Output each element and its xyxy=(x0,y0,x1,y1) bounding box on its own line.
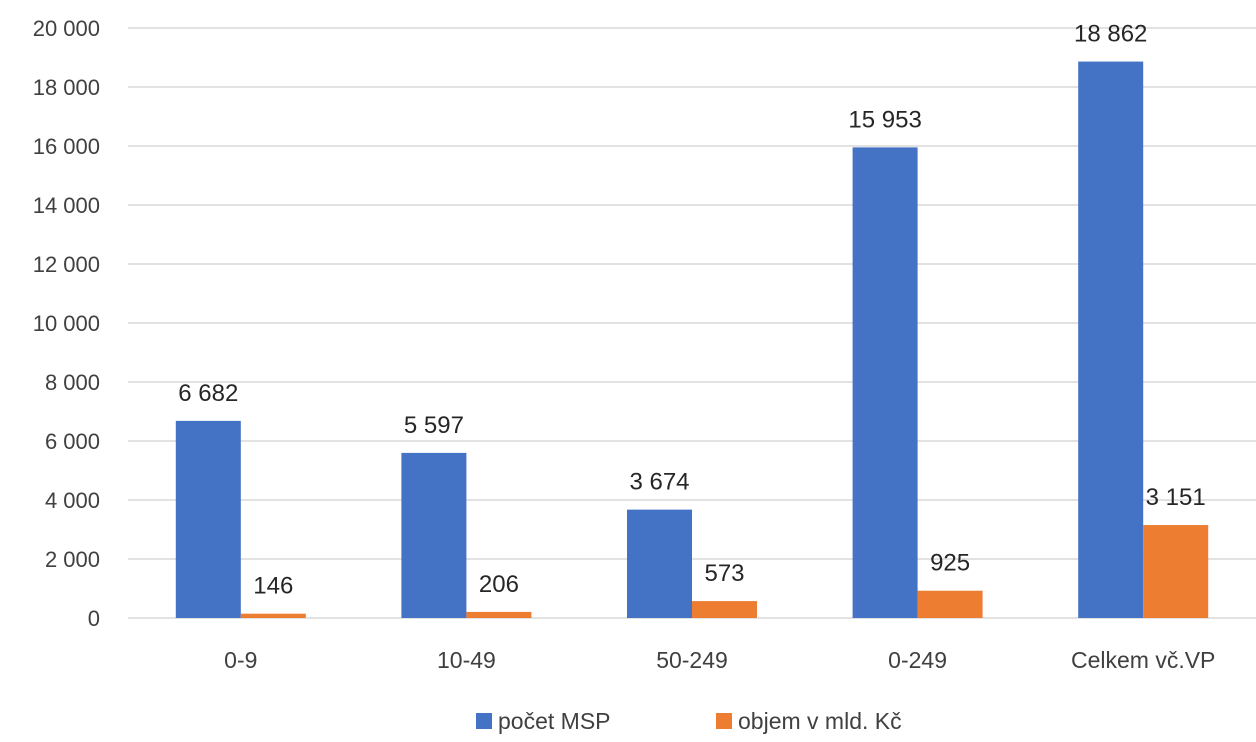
y-tick-label: 2 000 xyxy=(45,547,100,572)
y-tick-label: 16 000 xyxy=(33,134,100,159)
bar-pocet-msp xyxy=(175,420,241,618)
data-label: 206 xyxy=(479,571,519,598)
legend-label: objem v mld. Kč xyxy=(738,708,902,734)
y-tick-label: 20 000 xyxy=(33,16,100,41)
bar-pocet-msp xyxy=(852,147,918,618)
x-category-label: Celkem vč.VP xyxy=(1071,647,1215,673)
bar-objem xyxy=(240,613,306,618)
data-labels: 6 682 146 5 597 206 3 674 573 15 953 925 18 862 3… xyxy=(178,21,1205,600)
data-label: 3 674 xyxy=(629,469,689,496)
bar-objem xyxy=(1143,525,1209,618)
y-tick-label: 8 000 xyxy=(45,370,100,395)
y-tick-label: 0 xyxy=(88,606,100,631)
data-label: 925 xyxy=(930,550,970,577)
data-label: 3 151 xyxy=(1146,484,1206,511)
y-tick-label: 14 000 xyxy=(33,193,100,218)
bar-pocet-msp xyxy=(401,452,467,618)
y-tick-label: 18 000 xyxy=(33,75,100,100)
legend-swatch xyxy=(476,713,492,729)
data-label: 573 xyxy=(704,560,744,587)
legend-swatch xyxy=(716,713,732,729)
y-tick-label: 10 000 xyxy=(33,311,100,336)
data-label: 6 682 xyxy=(178,380,238,407)
gridlines xyxy=(128,27,1256,619)
x-axis-categories: 0-9 10-49 50-249 0-249 Celkem vč.VP xyxy=(224,647,1215,673)
x-category-label: 0-9 xyxy=(224,647,257,673)
x-category-label: 10-49 xyxy=(437,647,496,673)
data-label: 146 xyxy=(253,573,293,600)
bar-objem xyxy=(692,601,757,618)
data-label: 15 953 xyxy=(848,106,921,133)
data-label: 18 862 xyxy=(1074,21,1147,48)
y-tick-label: 6 000 xyxy=(45,429,100,454)
bar-pocet-msp xyxy=(627,509,692,618)
data-label: 5 597 xyxy=(404,412,464,439)
y-axis-ticks: 0 2 000 4 000 6 000 8 000 10 000 12 000 14 000 1… xyxy=(33,16,100,631)
bar-objem xyxy=(917,590,983,618)
y-tick-label: 12 000 xyxy=(33,252,100,277)
legend-label: počet MSP xyxy=(498,708,611,734)
y-tick-label: 4 000 xyxy=(45,488,100,513)
bar-objem xyxy=(466,611,532,618)
bars xyxy=(175,61,1209,619)
x-category-label: 0-249 xyxy=(888,647,947,673)
x-category-label: 50-249 xyxy=(656,647,728,673)
legend: počet MSP objem v mld. Kč xyxy=(476,708,902,734)
bar-pocet-msp xyxy=(1078,61,1144,619)
